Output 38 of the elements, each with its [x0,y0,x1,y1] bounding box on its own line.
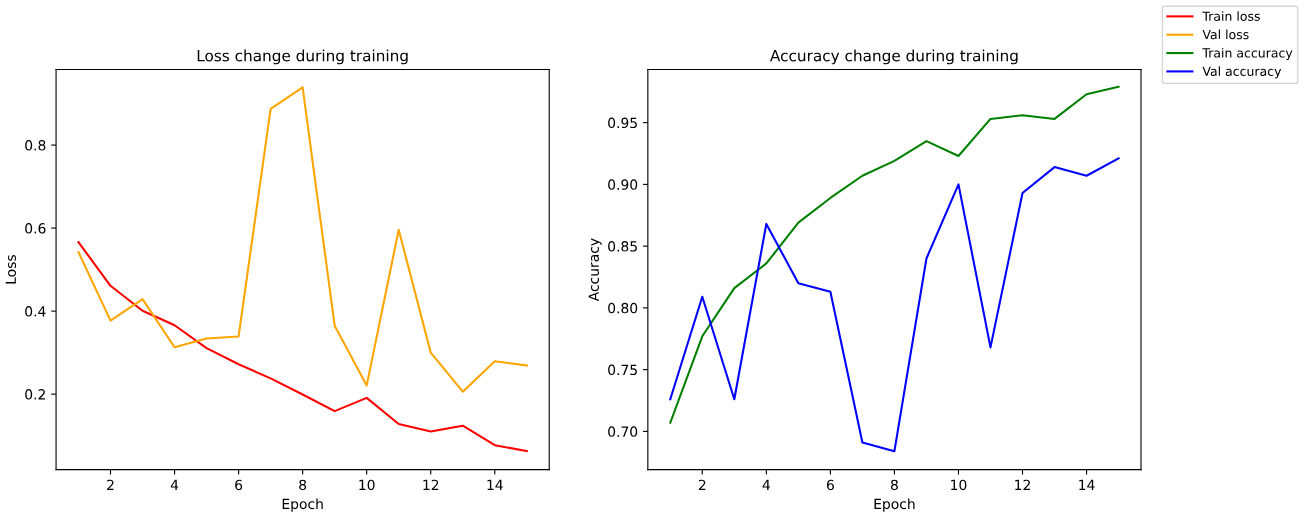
y-tick-label: 0.70 [608,426,638,437]
x-tick-label: 2 [698,479,706,490]
y-tick-label: 0.90 [608,179,638,190]
legend-label: Train loss [1202,11,1260,21]
line-series [669,157,1120,453]
y-tick-label: 0.6 [25,223,46,234]
x-tick-label: 4 [762,479,770,490]
x-tick-label: 2 [107,479,114,490]
x-tick-label: 12 [423,479,439,490]
y-tick-label: 0.8 [25,140,46,151]
line-series [77,86,528,393]
y-axis-title: Loss [5,255,17,284]
legend-label: Val loss [1202,29,1249,40]
y-tick-label: 0.80 [608,302,638,314]
y-tick-label: 0.95 [608,117,637,129]
y-tick-label: 0.2 [25,389,45,400]
line-series [669,85,1120,424]
y-tick-label: 0.85 [608,241,637,252]
chart-title: Loss change during training [197,49,408,65]
x-tick-label: 10 [951,479,967,491]
x-tick-label: 6 [235,479,243,491]
x-tick-label: 12 [1015,479,1030,490]
x-tick-label: 10 [359,479,375,491]
x-axis-title: Epoch [282,498,323,512]
x-axis-title: Epoch [874,498,915,512]
x-tick-label: 14 [1079,479,1095,490]
y-tick-label: 0.4 [25,306,46,317]
chart-title: Accuracy change during training [770,49,1018,65]
x-tick-label: 4 [170,479,179,490]
legend-label: Train accuracy [1202,47,1293,61]
x-tick-label: 8 [299,479,307,491]
x-tick-label: 14 [487,479,503,490]
y-tick-label: 0.75 [608,364,637,376]
x-tick-label: 8 [890,479,898,491]
line-series [77,241,528,453]
legend-label: Val accuracy [1202,66,1282,79]
y-axis-title: Accuracy [588,238,602,302]
x-tick-label: 6 [826,479,834,491]
